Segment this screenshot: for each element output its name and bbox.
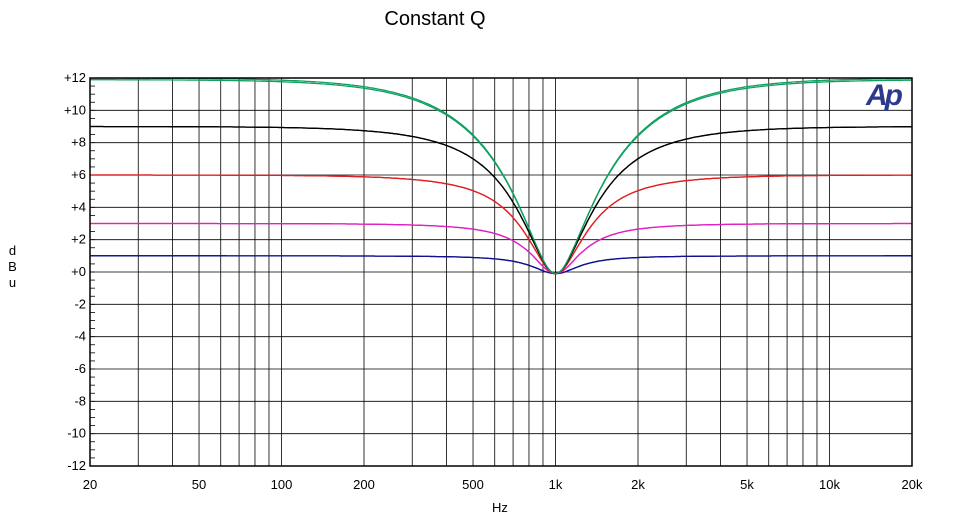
response-curve <box>90 77 913 275</box>
y-tick-label: -12 <box>67 458 86 473</box>
x-tick-label: 20k <box>902 477 923 492</box>
x-axis-label: Hz <box>492 500 508 515</box>
response-curve <box>90 125 912 275</box>
y-tick-labels: +12 +10 +8 +6 +4 +2 +0 -2 -4 -6 -8 -10 -12 <box>64 70 86 473</box>
x-tick-label: 500 <box>462 477 484 492</box>
x-tick-label: 10k <box>819 477 840 492</box>
x-tick-labels: 20 50 100 200 500 1k 2k 5k 10k 20k <box>83 477 923 492</box>
x-tick-label: 1k <box>549 477 563 492</box>
x-tick-label: 2k <box>631 477 645 492</box>
ap-logo-icon: Ap <box>865 79 906 112</box>
y-tick-label: -6 <box>74 361 86 376</box>
response-curve <box>90 174 912 275</box>
y-tick-label: -8 <box>74 393 86 408</box>
response-curve <box>90 222 912 275</box>
ap-logo-text: Ap <box>865 79 903 112</box>
y-tick-label: +12 <box>64 70 86 85</box>
response-curve <box>90 222 912 275</box>
chart-title: Constant Q <box>384 8 486 30</box>
curves <box>90 77 913 275</box>
y-tick-label: -2 <box>74 296 86 311</box>
x-tick-label: 20 <box>83 477 97 492</box>
y-axis-label: dBu <box>4 243 20 291</box>
x-tick-label: 100 <box>271 477 293 492</box>
y-tick-label: +2 <box>71 232 86 247</box>
x-tick-label: 50 <box>192 477 206 492</box>
y-tick-label: -4 <box>74 329 86 344</box>
response-curve <box>90 255 912 275</box>
response-curve <box>90 79 912 275</box>
response-curve <box>90 125 912 275</box>
y-axis-label-text: dBu <box>5 243 20 291</box>
y-tick-label: +6 <box>71 167 86 182</box>
x-tick-label: 200 <box>353 477 375 492</box>
y-tick-label: +8 <box>71 135 86 150</box>
x-tick-label: 5k <box>740 477 754 492</box>
grid <box>89 77 913 467</box>
y-tick-label: +0 <box>71 264 86 279</box>
y-tick-label: -10 <box>67 426 86 441</box>
y-tick-label: +10 <box>64 102 86 117</box>
response-curve <box>90 255 912 275</box>
plot-frame <box>89 77 913 467</box>
y-tick-label: +4 <box>71 199 86 214</box>
